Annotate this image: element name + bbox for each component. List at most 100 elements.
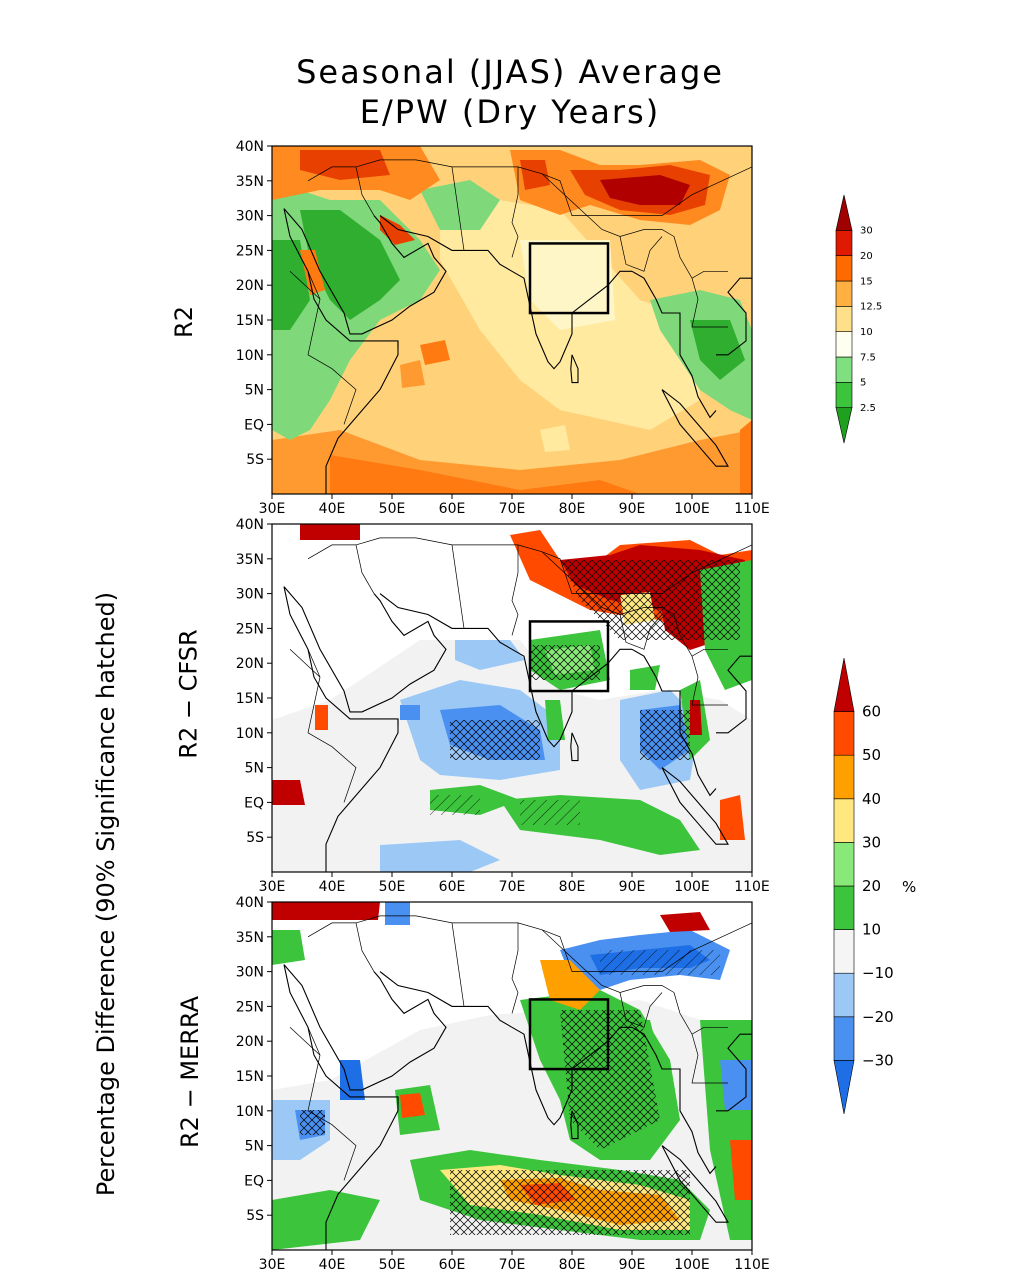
colorbar-label: 60 <box>862 703 881 721</box>
lon-tick-label: 90E <box>619 1257 646 1273</box>
lon-tick-label: 70E <box>499 501 526 517</box>
colorbar-unit: % <box>902 878 917 896</box>
lat-tick-label: 5S <box>246 830 264 846</box>
lon-tick-label: 100E <box>674 879 710 895</box>
colorbar-label: 10 <box>860 327 873 338</box>
lat-tick-label: 20N <box>236 1034 264 1050</box>
axis-ticks: 40N 35N 30N 25N 20N 15N 10N 5N EQ 5S 30E 40E 50E 60E 7… <box>236 139 770 1273</box>
colorbar-top: 2.5 5 7.5 10 12.5 15 20 30 <box>835 194 882 444</box>
colorbar-label: −30 <box>862 1051 894 1069</box>
study-box <box>528 620 610 693</box>
lon-tick-label: 40E <box>319 879 346 895</box>
lat-tick-label: 35N <box>236 174 264 190</box>
colorbar-segment <box>833 972 855 1018</box>
lat-tick-label: 5N <box>245 1139 264 1155</box>
colorbar-segment <box>833 885 855 930</box>
lat-tick-label: 40N <box>236 517 264 533</box>
lat-tick-label: 30N <box>236 965 264 981</box>
colorbar-segment <box>835 331 853 358</box>
lat-tick-label: EQ <box>244 795 264 811</box>
lon-tick-label: 90E <box>619 501 646 517</box>
colorbar-segment <box>835 356 853 383</box>
lat-tick-label: EQ <box>244 1173 264 1189</box>
figure-title: Seasonal (JJAS) Average E/PW (Dry Years) <box>230 52 790 132</box>
colorbar-segment <box>833 929 855 974</box>
lat-tick-label: 10N <box>236 348 264 364</box>
lat-tick-label: 25N <box>236 243 264 259</box>
colorbar-label: 40 <box>862 790 881 808</box>
lat-tick-label: 35N <box>236 930 264 946</box>
colorbar-label: 10 <box>862 921 881 939</box>
lat-tick-label: 35N <box>236 552 264 568</box>
lat-tick-label: EQ <box>244 417 264 433</box>
colorbar-label: 5 <box>860 378 866 389</box>
title-line-1: Seasonal (JJAS) Average <box>296 53 724 91</box>
colorbar-segment <box>833 711 855 756</box>
colorbar-label: −20 <box>862 1008 894 1026</box>
panel-middle-field <box>272 524 752 872</box>
lon-tick-label: 100E <box>674 1257 710 1273</box>
lat-tick-label: 5N <box>245 761 264 777</box>
colorbar-label: 30 <box>862 833 881 851</box>
colorbar-label: 15 <box>860 276 873 287</box>
lat-tick-label: 15N <box>236 691 264 707</box>
lat-tick-label: 30N <box>236 209 264 225</box>
colorbar-label: 12.5 <box>860 302 882 313</box>
lon-tick-label: 50E <box>379 879 406 895</box>
lat-tick-label: 10N <box>236 726 264 742</box>
colorbar-segment <box>835 280 853 307</box>
lon-tick-label: 50E <box>379 501 406 517</box>
lat-tick-label: 10N <box>236 1104 264 1120</box>
colorbar-segment <box>833 1016 855 1061</box>
study-box <box>528 998 610 1071</box>
lat-tick-label: 5S <box>246 1208 264 1224</box>
lon-tick-label: 30E <box>259 879 286 895</box>
colorbar-segment <box>835 194 853 231</box>
colorbar-diff: −30 −20 −10 10 20 30 40 50 60 <box>833 657 894 1115</box>
colorbar-segment <box>833 754 855 800</box>
lon-tick-label: 30E <box>259 1257 286 1273</box>
colorbar-segment <box>835 382 853 408</box>
lon-tick-label: 70E <box>499 879 526 895</box>
lon-tick-label: 110E <box>734 501 770 517</box>
lon-tick-label: 100E <box>674 501 710 517</box>
lat-tick-label: 5N <box>245 383 264 399</box>
lat-tick-label: 40N <box>236 139 264 155</box>
lon-tick-label: 70E <box>499 1257 526 1273</box>
colorbar-segment <box>833 798 855 843</box>
colorbar-label: 20 <box>862 877 881 895</box>
lon-tick-label: 50E <box>379 1257 406 1273</box>
colorbar-label: 2.5 <box>860 403 876 414</box>
lon-tick-label: 60E <box>439 879 466 895</box>
colorbar-segment <box>835 230 853 256</box>
lon-tick-label: 40E <box>319 1257 346 1273</box>
colorbar-segment <box>833 842 855 887</box>
lon-tick-label: 80E <box>559 879 586 895</box>
lon-tick-label: 90E <box>619 879 646 895</box>
lat-tick-label: 15N <box>236 313 264 329</box>
lon-tick-label: 60E <box>439 1257 466 1273</box>
colorbar-label: −10 <box>862 964 894 982</box>
colorbar-segment <box>833 1060 855 1115</box>
study-box <box>528 242 610 315</box>
colorbar-segment <box>833 657 855 712</box>
lat-tick-label: 25N <box>236 621 264 637</box>
colorbar-label: 50 <box>862 746 881 764</box>
lon-tick-label: 110E <box>734 879 770 895</box>
lat-tick-label: 40N <box>236 895 264 911</box>
lon-tick-label: 30E <box>259 501 286 517</box>
lat-tick-label: 25N <box>236 999 264 1015</box>
colorbar-label: 20 <box>860 251 873 262</box>
study-region-boxes <box>528 242 610 1071</box>
title-line-2: E/PW (Dry Years) <box>359 93 661 131</box>
colorbar-label: 30 <box>860 226 873 237</box>
colorbar-segment <box>835 255 853 282</box>
colorbar-segment <box>835 306 853 332</box>
lon-tick-label: 80E <box>559 501 586 517</box>
lat-tick-label: 30N <box>236 587 264 603</box>
lon-tick-label: 40E <box>319 501 346 517</box>
lon-tick-label: 80E <box>559 1257 586 1273</box>
colorbar-segment <box>835 407 853 444</box>
